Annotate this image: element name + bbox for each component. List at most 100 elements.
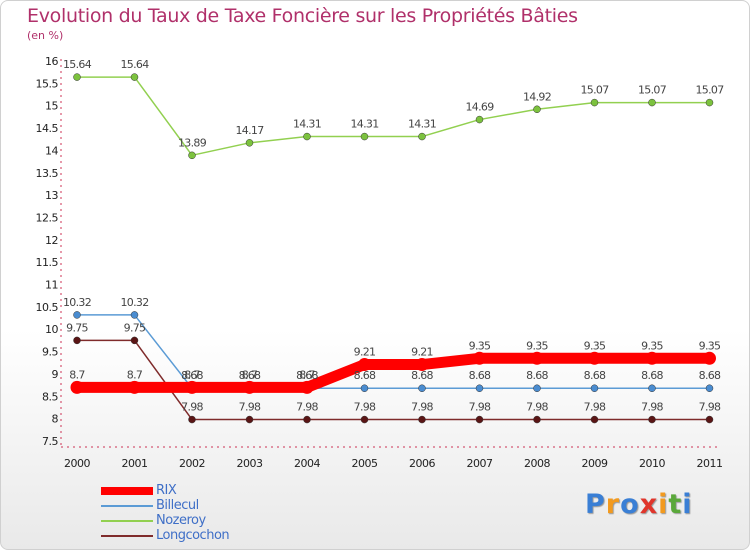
data-point-longcochon xyxy=(360,415,369,424)
data-label-rix: 8.7 xyxy=(299,368,315,381)
logo-letter: i xyxy=(658,489,669,520)
data-point-longcochon xyxy=(475,415,484,424)
proxiti-logo: Proxiti xyxy=(585,489,693,520)
data-label-rix: 9.21 xyxy=(354,346,376,359)
data-label-nozeroy: 15.64 xyxy=(121,58,150,71)
data-label-billecul: 8.68 xyxy=(526,369,548,382)
data-point-billecul xyxy=(130,311,139,319)
x-tick-label: 2003 xyxy=(237,457,263,470)
data-label-nozeroy: 15.07 xyxy=(581,84,610,97)
y-tick-label: 11.5 xyxy=(36,256,59,269)
data-label-billecul: 8.68 xyxy=(411,369,433,382)
data-point-longcochon xyxy=(73,336,81,345)
data-label-rix: 9.35 xyxy=(641,339,663,352)
data-label-nozeroy: 15.07 xyxy=(696,84,725,97)
data-labels: 15.64 15.64 13.89 14.17 14.31 14.31 14.31 14.69… xyxy=(63,58,725,414)
data-point-billecul xyxy=(360,384,369,392)
data-point-nozeroy xyxy=(418,132,426,141)
y-tick-label: 8 xyxy=(52,413,59,426)
data-label-billecul: 8.68 xyxy=(296,369,318,382)
data-point-nozeroy xyxy=(533,105,541,114)
data-point-rix xyxy=(473,351,486,365)
data-point-rix xyxy=(70,380,84,394)
data-label-billecul: 8.68 xyxy=(469,369,491,382)
series-lines xyxy=(77,76,710,421)
y-tick-label: 14.5 xyxy=(36,122,59,135)
data-label-rix: 9.35 xyxy=(469,339,491,352)
data-label-nozeroy: 15.07 xyxy=(638,84,667,97)
legend-label: Billecul xyxy=(156,498,199,513)
data-label-nozeroy: 14.69 xyxy=(466,101,495,114)
data-point-rix xyxy=(530,351,544,365)
data-point-rix xyxy=(185,380,199,394)
logo-letter: i xyxy=(682,489,693,520)
series-line-longcochon xyxy=(77,339,710,421)
chart-subtitle: (en %) xyxy=(27,29,64,42)
y-tick-label: 15 xyxy=(45,100,58,113)
logo-letter: o xyxy=(620,489,640,520)
series-line-nozeroy xyxy=(77,76,710,157)
x-tick-label: 2004 xyxy=(294,457,320,470)
x-tick-label: 2007 xyxy=(467,457,493,470)
y-tick-label: 9.5 xyxy=(42,346,58,359)
data-point-rix xyxy=(243,380,256,394)
data-point-longcochon xyxy=(590,415,599,424)
data-point-longcochon xyxy=(418,415,426,424)
data-label-billecul: 8.68 xyxy=(239,369,261,382)
data-label-nozeroy: 14.31 xyxy=(408,118,436,131)
data-label-nozeroy: 14.92 xyxy=(523,90,551,103)
data-label-rix: 8.7 xyxy=(69,368,85,381)
series-line-rix xyxy=(77,352,710,393)
data-point-nozeroy xyxy=(130,73,139,81)
data-point-longcochon xyxy=(648,415,656,424)
y-tick-label: 13.5 xyxy=(36,167,59,180)
y-tick-label: 10.5 xyxy=(36,301,59,314)
data-label-nozeroy: 13.89 xyxy=(178,136,207,149)
x-tick-label: 2002 xyxy=(179,457,205,470)
chart-title: Evolution du Taux de Taxe Foncière sur l… xyxy=(27,5,578,27)
data-point-billecul xyxy=(418,384,426,392)
data-label-billecul: 8.68 xyxy=(354,369,376,382)
data-label-rix: 9.35 xyxy=(526,339,548,352)
y-tick-label: 9 xyxy=(52,368,59,381)
data-label-longcochon: 9.75 xyxy=(124,321,146,334)
data-label-nozeroy: 14.31 xyxy=(293,118,321,131)
data-point-nozeroy xyxy=(303,132,311,141)
data-label-longcochon: 7.98 xyxy=(641,401,663,414)
data-label-longcochon: 7.98 xyxy=(181,401,203,414)
data-point-rix xyxy=(358,358,371,372)
data-label-longcochon: 7.98 xyxy=(411,401,433,414)
data-label-longcochon: 7.98 xyxy=(584,401,606,414)
data-label-billecul: 8.68 xyxy=(699,369,721,382)
data-label-longcochon: 7.98 xyxy=(699,401,721,414)
data-label-longcochon: 7.98 xyxy=(296,401,318,414)
data-point-rix xyxy=(703,351,716,365)
y-tick-label: 16 xyxy=(45,55,58,68)
data-label-rix: 9.35 xyxy=(699,339,721,352)
data-label-longcochon: 7.98 xyxy=(526,401,548,414)
data-point-rix xyxy=(128,380,141,394)
data-point-billecul xyxy=(705,384,714,392)
y-tick-label: 10 xyxy=(45,323,58,336)
data-label-rix: 8.7 xyxy=(242,368,258,381)
data-point-nozeroy xyxy=(245,139,254,147)
data-point-longcochon xyxy=(130,336,139,345)
y-tick-label: 13 xyxy=(45,189,58,202)
axes: 7.5 8 8.5 9 9.5 10 10.5 11 11.5 12 12.5 13 13.5 14 14.… xyxy=(36,55,724,470)
x-tick-label: 2001 xyxy=(122,457,148,470)
legend-label: Longcochon xyxy=(156,528,230,543)
data-point-nozeroy xyxy=(73,73,81,81)
data-point-rix xyxy=(588,351,601,365)
series-line-billecul xyxy=(77,314,710,389)
data-label-billecul: 10.32 xyxy=(121,296,149,309)
data-point-billecul xyxy=(475,384,484,392)
data-label-nozeroy: 14.17 xyxy=(236,124,265,137)
y-tick-label: 8.5 xyxy=(42,390,58,403)
data-point-rix xyxy=(300,380,314,394)
data-point-nozeroy xyxy=(590,98,599,107)
x-tick-label: 2005 xyxy=(352,457,378,470)
data-point-longcochon xyxy=(705,415,714,424)
x-tick-label: 2006 xyxy=(409,457,435,470)
